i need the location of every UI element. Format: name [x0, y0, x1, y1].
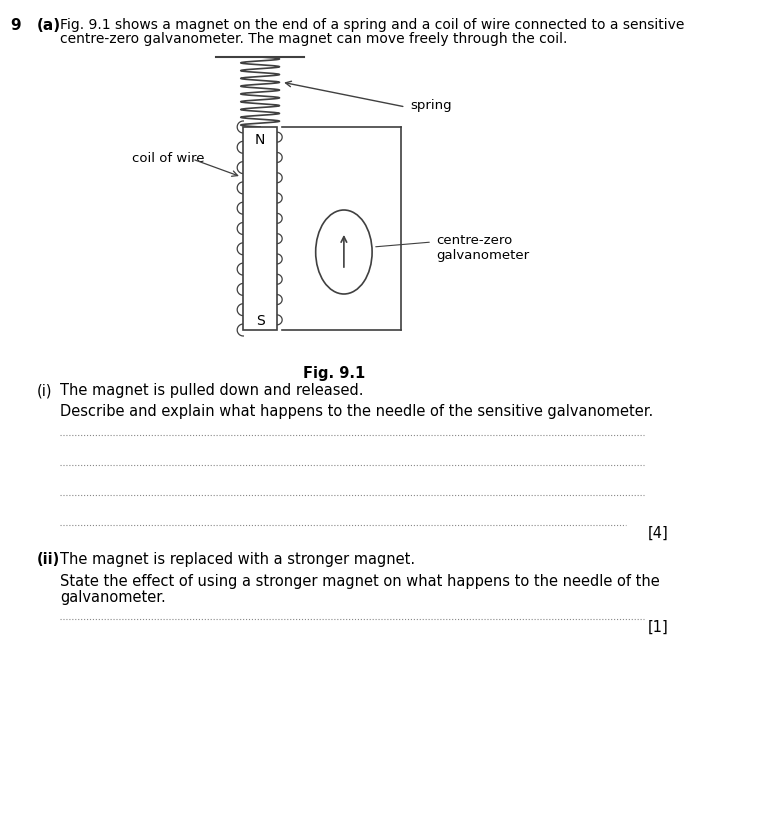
Text: spring: spring — [410, 99, 452, 112]
Text: State the effect of using a stronger magnet on what happens to the needle of the: State the effect of using a stronger mag… — [60, 573, 659, 588]
Text: The magnet is replaced with a stronger magnet.: The magnet is replaced with a stronger m… — [60, 552, 415, 566]
Ellipse shape — [315, 211, 372, 294]
Text: Fig. 9.1: Fig. 9.1 — [303, 366, 365, 380]
Text: galvanometer.: galvanometer. — [60, 590, 166, 605]
Text: Describe and explain what happens to the needle of the sensitive galvanometer.: Describe and explain what happens to the… — [60, 404, 653, 418]
Text: (i): (i) — [37, 383, 52, 398]
Text: (a): (a) — [37, 18, 61, 33]
Text: N: N — [255, 133, 265, 147]
Text: coil of wire: coil of wire — [132, 151, 205, 165]
Text: The magnet is pulled down and released.: The magnet is pulled down and released. — [60, 383, 363, 398]
Bar — [243, 128, 277, 331]
Text: Fig. 9.1 shows a magnet on the end of a spring and a coil of wire connected to a: Fig. 9.1 shows a magnet on the end of a … — [60, 18, 684, 32]
Text: centre-zero: centre-zero — [437, 234, 512, 247]
Text: [1]: [1] — [648, 619, 669, 634]
Text: centre-zero galvanometer. The magnet can move freely through the coil.: centre-zero galvanometer. The magnet can… — [60, 32, 567, 46]
Text: 9: 9 — [11, 18, 21, 33]
Text: S: S — [255, 313, 265, 327]
Text: (ii): (ii) — [37, 552, 61, 566]
Text: galvanometer: galvanometer — [437, 249, 530, 262]
Text: [4]: [4] — [648, 525, 669, 540]
